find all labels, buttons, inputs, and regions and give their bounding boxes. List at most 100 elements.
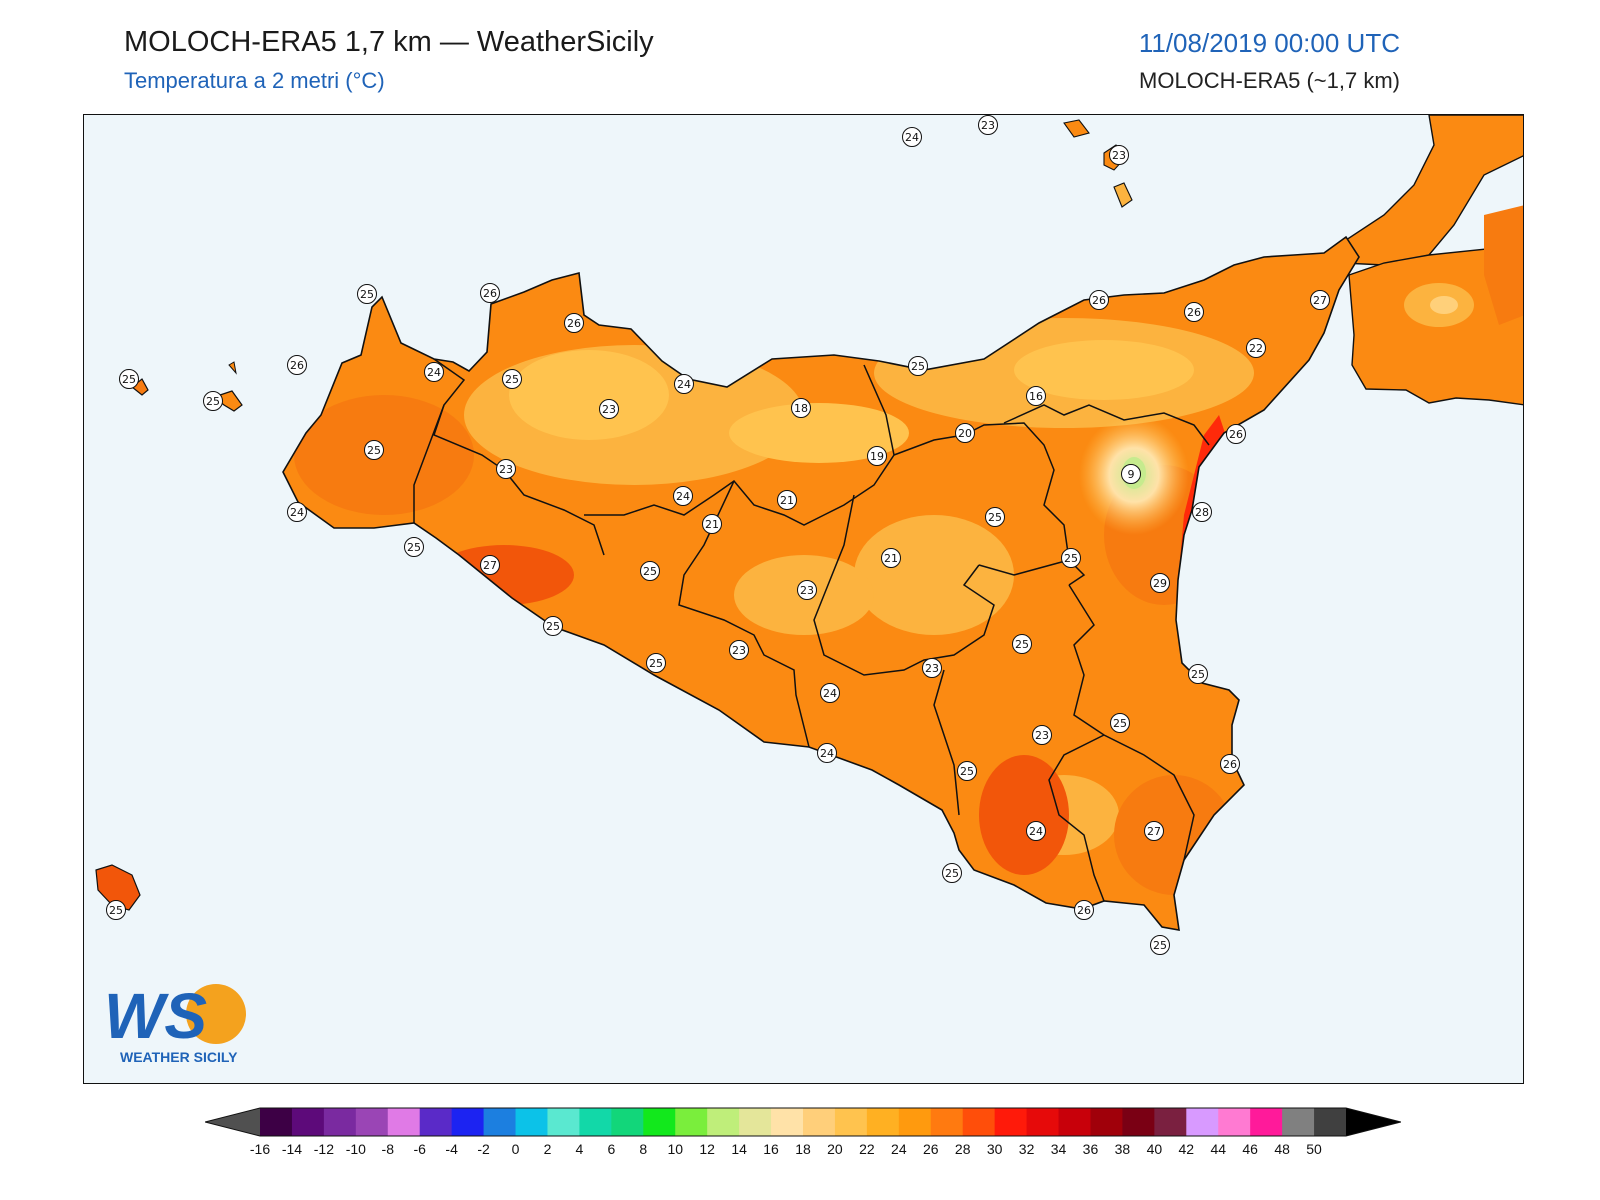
logo-mark: WS: [104, 980, 207, 1052]
station-marker: 21: [702, 514, 722, 534]
station-marker-circle: [820, 683, 840, 703]
station-temperature: 24: [820, 747, 834, 760]
station-marker-circle: [1121, 464, 1141, 484]
station-marker-circle: [881, 548, 901, 568]
station-marker: 23: [1032, 725, 1052, 745]
station-marker-circle: [1150, 935, 1170, 955]
station-temperature: 25: [360, 288, 374, 301]
station-marker: 19: [867, 446, 887, 466]
station-marker-circle: [908, 356, 928, 376]
station-temperature: 25: [206, 395, 220, 408]
station-marker: 24: [902, 127, 922, 147]
colorbar-swatch: [291, 1108, 325, 1136]
station-temperature: 23: [732, 644, 746, 657]
station-temperature: 26: [567, 317, 581, 330]
station-temperature: 23: [1112, 149, 1126, 162]
station-marker-circle: [1061, 548, 1081, 568]
station-marker-circle: [1150, 573, 1170, 593]
station-temperature: 25: [649, 657, 663, 670]
station-temperature: 23: [925, 662, 939, 675]
station-marker: 25: [942, 863, 962, 883]
station-temperature: 24: [823, 687, 837, 700]
station-marker-circle: [1246, 338, 1266, 358]
logo-text: WEATHER SICILY: [120, 1049, 238, 1065]
station-temperature: 25: [1153, 939, 1167, 952]
station-marker-circle: [364, 440, 384, 460]
ustica-island: [131, 378, 149, 396]
colorbar-swatch: [1186, 1108, 1219, 1136]
station-marker: 21: [777, 490, 797, 510]
station-temperature: 25: [945, 867, 959, 880]
station-marker: 18: [791, 398, 811, 418]
station-marker: 24: [817, 743, 837, 763]
station-marker-circle: [1026, 821, 1046, 841]
station-temperature: 18: [794, 402, 808, 415]
map-subtitle: Temperatura a 2 metri (°C): [124, 68, 385, 93]
colorbar-swatch: [1058, 1108, 1091, 1136]
valid-date: 11/08/2019 00:00 UTC: [1138, 28, 1400, 58]
colorbar-tick-label: 2: [544, 1141, 552, 1157]
station-marker-circle: [424, 362, 444, 382]
colorbar-tick-label: 30: [987, 1141, 1003, 1157]
station-marker-circle: [1192, 502, 1212, 522]
sicily-coastline: [282, 235, 1360, 931]
colorbar-overflow: [1346, 1108, 1401, 1136]
station-marker: 24: [1026, 821, 1046, 841]
station-temperature: 24: [1029, 825, 1043, 838]
colorbar-tick-label: 50: [1306, 1141, 1322, 1157]
colorbar-tick-label: 34: [1051, 1141, 1067, 1157]
colorbar-swatch: [834, 1108, 868, 1136]
station-marker-circle: [729, 640, 749, 660]
station-marker-circle: [1089, 290, 1109, 310]
colorbar-swatch: [1026, 1108, 1060, 1136]
station-marker-circle: [404, 537, 424, 557]
colorbar-swatch: [866, 1108, 900, 1136]
colorbar-tick-label: 40: [1147, 1141, 1163, 1157]
station-marker-circle: [942, 863, 962, 883]
station-marker: 24: [287, 502, 307, 522]
station-marker: 25: [640, 561, 660, 581]
temperature-colorbar: -16 -14 -12 -10 -8 -6 -4 -2 0 2 4 6 8 10 12 14 16 18 20 22 2…: [204, 1106, 1402, 1162]
colorbar-tick-label: -14: [282, 1141, 302, 1157]
station-temperature: 26: [290, 359, 304, 372]
station-marker-circle: [543, 616, 563, 636]
colorbar-tick-label: 36: [1083, 1141, 1099, 1157]
station-temperature: 25: [911, 360, 925, 373]
station-marker: 24: [673, 486, 693, 506]
station-marker-circle: [119, 369, 139, 389]
colorbar-swatch: [579, 1108, 612, 1136]
station-marker: 23: [922, 658, 942, 678]
temperature-map: 24 23 23 25 26 26 26 25 24 25 25 24 23 24 18 25 16 26 26 27…: [83, 114, 1524, 1084]
station-marker: 23: [978, 115, 998, 135]
station-marker: 29: [1150, 573, 1170, 593]
station-marker: 26: [480, 283, 500, 303]
station-marker-circle: [1184, 302, 1204, 322]
colorbar-tick-label: -8: [382, 1141, 395, 1157]
calabria-landmass: [1341, 115, 1523, 406]
colorbar-swatch: [1250, 1108, 1283, 1136]
station-marker-circle: [817, 743, 837, 763]
station-marker-circle: [480, 555, 500, 575]
station-marker: 21: [881, 548, 901, 568]
station-temperature: 25: [109, 904, 123, 917]
colorbar-swatch: [1154, 1108, 1187, 1136]
pantelleria-island: [95, 864, 141, 911]
station-marker: 25: [404, 537, 424, 557]
colorbar-swatch: [323, 1108, 357, 1136]
colorbar-swatch: [962, 1108, 996, 1136]
station-marker-circle: [357, 284, 377, 304]
colorbar-swatch: [260, 1108, 293, 1136]
station-marker: 23: [599, 399, 619, 419]
colorbar-swatch: [771, 1108, 804, 1136]
station-temperature: 27: [1147, 825, 1161, 838]
colorbar-tick-label: -10: [346, 1141, 366, 1157]
colorbar-tick-label: 4: [576, 1141, 584, 1157]
station-temperature: 24: [905, 131, 919, 144]
colorbar-swatch: [898, 1108, 932, 1136]
station-temperature: 27: [483, 559, 497, 572]
model-name: MOLOCH-ERA5 (~1,7 km): [1139, 68, 1400, 93]
station-labels: 24 23 23 25 26 26 26 25 24 25 25 24 23 24 18 25 16 26 26 27…: [106, 115, 1330, 955]
colorbar-tick-label: 24: [891, 1141, 907, 1157]
station-marker: 23: [496, 459, 516, 479]
colorbar-tick-label: 38: [1115, 1141, 1131, 1157]
